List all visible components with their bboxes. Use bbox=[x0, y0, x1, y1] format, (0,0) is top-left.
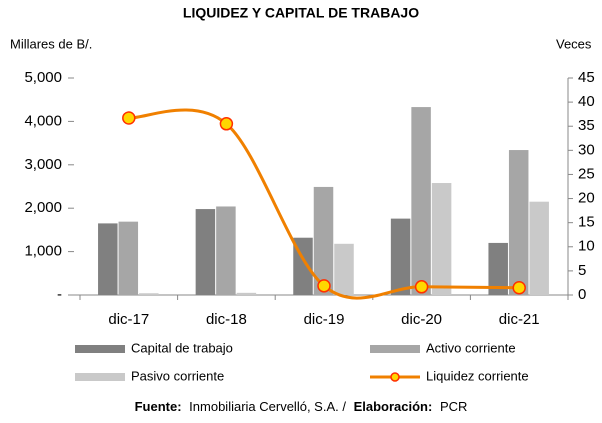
chart-title: LIQUIDEZ Y CAPITAL DE TRABAJO bbox=[183, 5, 419, 21]
x-tick-label: dic-19 bbox=[304, 311, 345, 328]
y-tick-label: 4,000 bbox=[24, 112, 62, 129]
line-marker bbox=[317, 279, 331, 293]
y-tick-label: 5,000 bbox=[24, 69, 62, 86]
bar bbox=[390, 218, 411, 295]
bar bbox=[118, 221, 139, 295]
y2-axis-label: Veces bbox=[556, 36, 592, 51]
bar bbox=[508, 150, 529, 295]
legend-swatch bbox=[75, 345, 125, 353]
line bbox=[128, 108, 520, 300]
bar bbox=[236, 292, 257, 295]
y2-tick-label: 10 bbox=[578, 238, 595, 255]
line-marker bbox=[219, 117, 234, 131]
y-tick-label: 1,000 bbox=[24, 243, 62, 260]
y2-tick-label: 20 bbox=[578, 190, 595, 207]
line-marker bbox=[512, 281, 526, 295]
bar bbox=[488, 242, 508, 295]
bar bbox=[431, 183, 452, 295]
bar bbox=[139, 293, 159, 295]
bar bbox=[195, 209, 216, 295]
x-tick-label: dic-17 bbox=[108, 311, 149, 328]
y-tick-label: - bbox=[57, 286, 62, 303]
y2-tick-label: 35 bbox=[578, 117, 595, 134]
y2-tick-label: 0 bbox=[578, 286, 586, 303]
footer-elab-label: Elaboración: bbox=[354, 399, 433, 414]
x-tick-label: dic-21 bbox=[499, 311, 540, 328]
x-tick-label: dic-20 bbox=[401, 311, 442, 328]
bar bbox=[411, 107, 431, 295]
y-tick-label: 3,000 bbox=[24, 156, 62, 173]
footer: Fuente: Inmobiliaria Cervelló, S.A. / El… bbox=[135, 399, 468, 414]
legend-swatch bbox=[75, 373, 125, 381]
legend-marker bbox=[390, 372, 400, 382]
y-axis-label: Millares de B/. bbox=[10, 36, 92, 51]
footer-source: Inmobiliaria Cervelló, S.A. / bbox=[189, 399, 346, 414]
y2-tick-label: 15 bbox=[578, 214, 595, 231]
legend-label: Pasivo corriente bbox=[131, 368, 224, 383]
line-marker bbox=[122, 111, 136, 125]
y-tick-label: 2,000 bbox=[24, 199, 62, 216]
legend-swatch bbox=[370, 345, 420, 353]
footer-elab: PCR bbox=[440, 399, 467, 414]
y2-tick-label: 25 bbox=[578, 165, 595, 182]
y2-tick-label: 40 bbox=[578, 93, 595, 110]
line-marker bbox=[414, 280, 429, 294]
bar bbox=[313, 186, 334, 295]
x-tick-label: dic-18 bbox=[206, 311, 247, 328]
footer-source-label: Fuente: bbox=[135, 399, 182, 414]
y2-tick-label: 5 bbox=[578, 262, 586, 279]
y2-tick-label: 45 bbox=[578, 69, 595, 86]
legend-label: Activo corriente bbox=[426, 340, 516, 355]
bar bbox=[334, 243, 354, 295]
y2-tick-label: 30 bbox=[578, 141, 595, 158]
bar bbox=[529, 201, 549, 295]
legend-label: Liquidez corriente bbox=[426, 368, 529, 383]
legend-label: Capital de trabajo bbox=[131, 340, 233, 355]
bar bbox=[98, 223, 118, 295]
bar bbox=[216, 206, 236, 295]
